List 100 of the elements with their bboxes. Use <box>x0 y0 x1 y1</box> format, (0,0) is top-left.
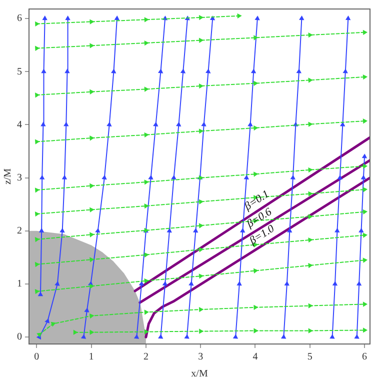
point <box>65 16 70 20</box>
point <box>44 318 50 324</box>
point <box>89 313 94 319</box>
point <box>54 281 60 286</box>
point <box>148 174 154 180</box>
point <box>254 172 258 177</box>
point <box>236 281 242 286</box>
point <box>201 122 206 126</box>
point <box>144 329 149 334</box>
point <box>34 262 40 268</box>
y-tick-label: 0 <box>17 332 22 343</box>
point <box>84 308 90 312</box>
point <box>192 228 198 233</box>
y-tick-label: 3 <box>17 172 22 184</box>
y-tick-label: 4 <box>17 119 22 130</box>
point <box>198 223 204 228</box>
point <box>144 86 149 92</box>
point <box>188 281 194 286</box>
point <box>62 174 68 180</box>
point <box>158 68 164 74</box>
point <box>162 281 168 286</box>
point <box>114 16 120 20</box>
point <box>308 32 313 38</box>
point <box>308 78 313 83</box>
point <box>308 167 313 173</box>
point <box>198 199 204 204</box>
point <box>90 89 94 94</box>
point <box>334 228 340 233</box>
point <box>73 330 78 335</box>
x-tick-label: 5 <box>307 352 312 363</box>
point <box>308 303 313 308</box>
point <box>362 232 368 238</box>
point <box>144 132 149 138</box>
point <box>284 281 290 286</box>
point <box>60 228 65 233</box>
y-tick-label: 5 <box>17 66 22 78</box>
point <box>176 122 182 126</box>
point <box>138 281 144 286</box>
x-tick-label: 0 <box>34 352 40 363</box>
point <box>102 174 107 180</box>
point <box>240 228 246 233</box>
point <box>362 209 368 215</box>
point <box>144 40 149 46</box>
point <box>308 214 313 220</box>
point <box>80 334 86 339</box>
point <box>362 30 368 36</box>
point <box>144 310 149 315</box>
point <box>90 136 94 141</box>
point <box>342 68 348 74</box>
point <box>254 304 258 310</box>
point <box>39 174 45 180</box>
point <box>35 92 40 98</box>
y-axis-title: z/M <box>2 168 14 185</box>
point <box>250 68 256 74</box>
point <box>254 80 258 86</box>
point <box>90 232 94 238</box>
point <box>144 278 149 284</box>
point <box>34 211 40 217</box>
point <box>144 252 149 258</box>
point <box>362 187 368 192</box>
point <box>232 334 238 339</box>
point <box>144 17 149 22</box>
y-tick-label: 1 <box>17 278 22 290</box>
point <box>254 125 258 131</box>
point <box>363 328 368 333</box>
point <box>111 68 116 74</box>
point <box>280 334 286 339</box>
point <box>296 68 302 74</box>
y-tick-label: 2 <box>17 226 22 237</box>
point <box>35 46 40 51</box>
point <box>362 302 368 307</box>
point <box>356 281 362 286</box>
point <box>34 188 40 193</box>
point <box>50 322 56 327</box>
point <box>144 180 149 185</box>
x-tick-label: 6 <box>362 352 368 363</box>
y-tick-label: 6 <box>17 13 22 24</box>
point <box>308 237 313 243</box>
point <box>64 122 69 126</box>
point <box>38 228 44 232</box>
point <box>354 334 360 339</box>
point <box>198 38 204 43</box>
point <box>332 281 338 286</box>
point <box>90 183 94 188</box>
x-tick-label: 2 <box>143 352 148 363</box>
point <box>40 122 46 126</box>
point <box>106 122 112 126</box>
point <box>308 191 313 196</box>
point <box>254 35 258 40</box>
point <box>198 83 204 89</box>
point <box>248 122 253 126</box>
point <box>41 68 46 74</box>
point <box>345 16 351 20</box>
point <box>158 334 164 339</box>
point <box>362 154 368 158</box>
point <box>42 16 48 20</box>
point <box>90 43 94 48</box>
point <box>184 334 190 339</box>
point <box>90 207 94 212</box>
point <box>330 334 335 339</box>
